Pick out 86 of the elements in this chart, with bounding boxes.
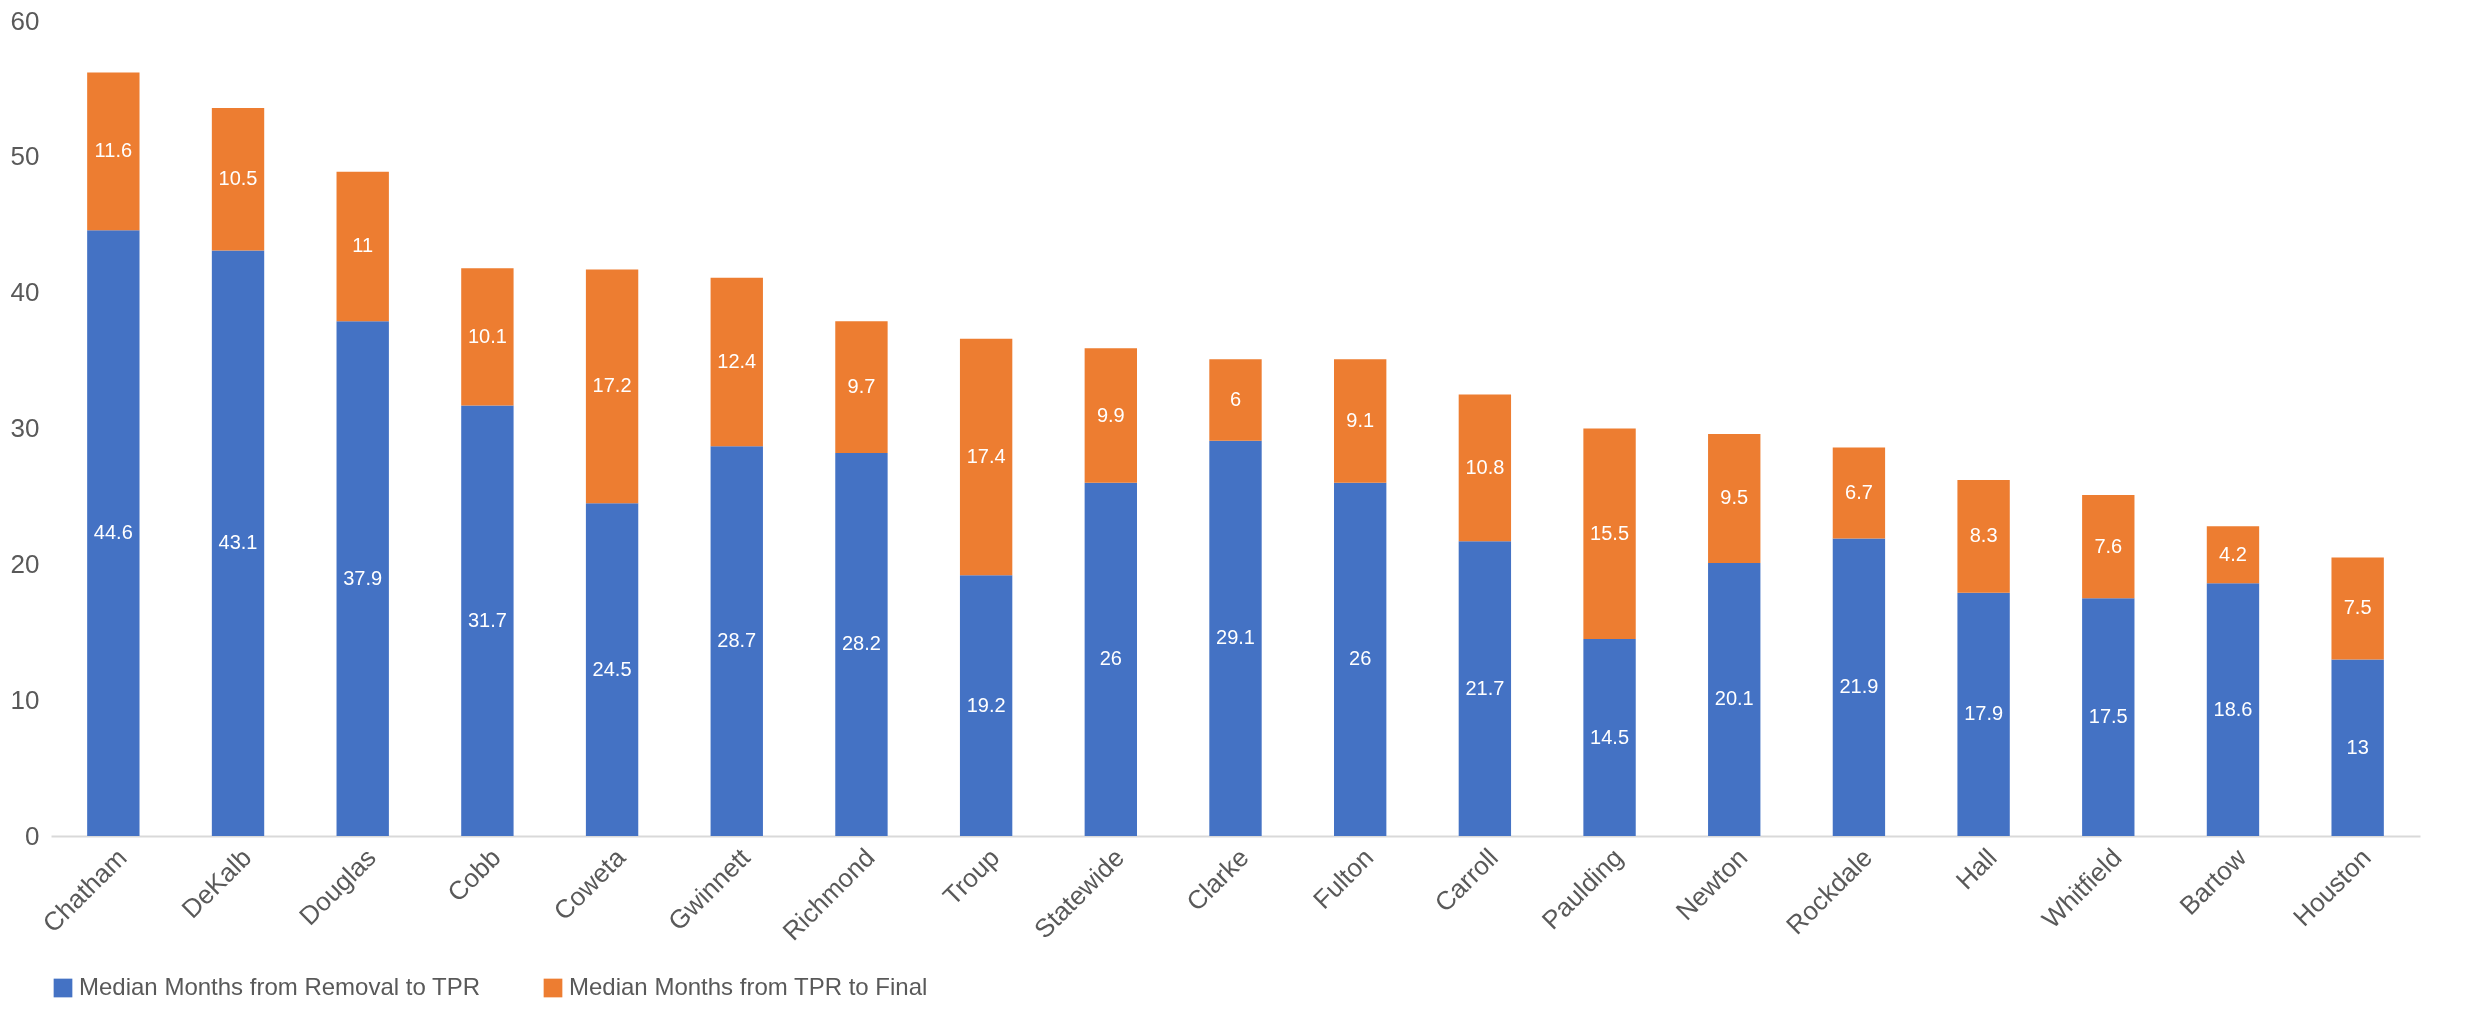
data-label: 4.2 — [2219, 542, 2247, 565]
bar — [461, 268, 514, 406]
y-tick-label: 30 — [10, 413, 40, 443]
data-label: 17.4 — [966, 445, 1006, 468]
bar — [2082, 495, 2135, 599]
data-label: 26 — [1349, 647, 1372, 670]
data-label: 10.1 — [467, 324, 507, 347]
y-tick-label: 60 — [10, 5, 40, 36]
bar — [1458, 394, 1512, 542]
data-label: 29.1 — [1216, 626, 1255, 649]
data-label: 11 — [352, 234, 374, 257]
data-label: 19.2 — [966, 693, 1006, 716]
x-tick-label: Hall — [1949, 842, 2003, 896]
data-label: 13 — [2346, 735, 2369, 758]
data-label: 17.2 — [592, 374, 632, 397]
data-label: 21.9 — [1839, 675, 1879, 698]
bar — [710, 446, 763, 836]
data-label: 20.1 — [1714, 687, 1754, 710]
bar — [1583, 428, 1636, 640]
bar — [1209, 440, 1262, 836]
bar — [835, 452, 888, 836]
y-tick-label: 0 — [25, 820, 40, 851]
bar — [1708, 433, 1761, 563]
data-label: 44.6 — [93, 521, 133, 544]
legend-label: Median Months from TPR to Final — [569, 973, 928, 1000]
bar — [1334, 359, 1387, 483]
data-label: 9.9 — [1096, 403, 1125, 426]
data-label: 12.4 — [717, 349, 757, 372]
bar — [336, 321, 389, 836]
data-label: 10.5 — [218, 167, 258, 190]
bar — [336, 171, 389, 322]
legend-label: Median Months from Removal to TPR — [79, 973, 481, 1000]
bar — [835, 321, 888, 453]
bar — [959, 575, 1013, 836]
bar — [87, 230, 140, 836]
data-label: 9.7 — [847, 375, 876, 398]
data-label: 11.6 — [94, 139, 133, 162]
bar — [959, 338, 1013, 576]
bar — [710, 277, 763, 447]
data-label: 15.5 — [1590, 521, 1630, 544]
bar — [1084, 348, 1137, 483]
data-label: 7.6 — [2094, 534, 2123, 557]
data-label: 14.5 — [1590, 725, 1630, 748]
data-label: 17.5 — [2088, 705, 2128, 728]
y-tick-label: 20 — [10, 548, 40, 579]
data-label: 18.6 — [2213, 697, 2253, 720]
data-label: 26 — [1099, 647, 1122, 670]
y-tick-label: 50 — [10, 141, 40, 172]
y-tick-label: 40 — [10, 277, 40, 308]
data-label: 7.5 — [2343, 596, 2372, 619]
data-label: 43.1 — [218, 531, 258, 554]
bar — [461, 405, 514, 836]
data-label: 6 — [1229, 387, 1242, 410]
bar — [1458, 541, 1512, 836]
bar — [585, 269, 639, 504]
data-label: 28.7 — [717, 629, 757, 652]
bar — [87, 72, 140, 231]
data-label: 17.9 — [1964, 702, 2004, 725]
bar — [1334, 482, 1387, 836]
bar — [1957, 480, 2010, 593]
bar — [211, 250, 265, 836]
bar — [1084, 482, 1137, 836]
data-label: 28.2 — [841, 632, 881, 655]
bar — [1957, 592, 2010, 836]
data-label: 10.8 — [1465, 455, 1505, 478]
bar — [2206, 583, 2260, 836]
data-label: 9.5 — [1720, 486, 1749, 509]
data-label: 8.3 — [1969, 524, 1998, 547]
data-label: 9.1 — [1346, 409, 1375, 432]
bar — [2331, 557, 2384, 660]
bar — [1708, 562, 1761, 836]
bar — [2206, 526, 2260, 584]
bar — [1832, 538, 1886, 836]
bar — [2082, 598, 2135, 836]
bar — [585, 503, 639, 836]
bar — [1832, 447, 1886, 539]
data-label: 24.5 — [592, 657, 632, 680]
bar — [1209, 359, 1262, 441]
y-tick-label: 10 — [10, 684, 40, 715]
data-label: 37.9 — [343, 566, 383, 589]
bar — [2331, 659, 2384, 836]
data-label: 21.7 — [1465, 676, 1505, 699]
data-label: 31.7 — [467, 608, 507, 631]
bar — [211, 107, 265, 251]
data-label: 6.7 — [1845, 481, 1873, 504]
bar — [1583, 639, 1636, 836]
